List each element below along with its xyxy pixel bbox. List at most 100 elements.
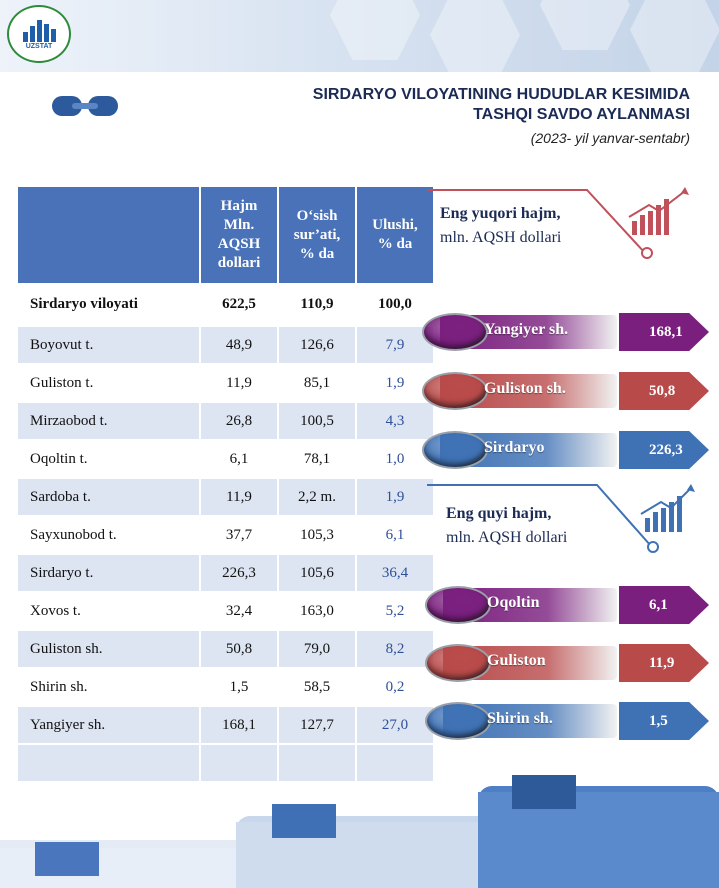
table-row: Guliston sh. 50,8 79,0 8,2 (18, 630, 435, 669)
logo-text: UZSTAT (25, 43, 53, 50)
share-cell: 7,9 (356, 326, 435, 365)
table-empty-row (18, 744, 435, 783)
header-growth: O‘sish sur’ati,% da (278, 187, 357, 283)
table-total-row: Sirdaryo viloyati 622,5 110,9 100,0 (18, 283, 435, 327)
logo-bars-icon (23, 20, 57, 42)
table-row: Guliston t. 11,9 85,1 1,9 (18, 364, 435, 403)
pill-value: 226,3 (619, 431, 709, 469)
table-row: Mirzaobod t. 26,8 100,5 4,3 (18, 402, 435, 441)
pill-oval-icon (422, 372, 488, 410)
table-row: Yangiyer sh. 168,1 127,7 27,0 (18, 706, 435, 745)
lowest-arrow-line-icon (427, 484, 695, 553)
header-region (18, 187, 201, 283)
pill-oval-icon (422, 313, 488, 351)
region-cell: Guliston sh. (18, 630, 201, 669)
volume-cell: 6,1 (200, 440, 279, 479)
lowest-label: Eng quyi hajm, mln. AQSH dollari (446, 505, 568, 546)
share-cell: 5,2 (356, 592, 435, 631)
page-subtitle: (2023- yil yanvar-sentabr) (530, 130, 690, 146)
growth-cell: 79,0 (278, 630, 357, 669)
table-row: Oqoltin t. 6,1 78,1 1,0 (18, 440, 435, 479)
share-cell: 36,4 (356, 554, 435, 593)
table-header-row: Hajm Mln. AQSH dollari O‘sish sur’ati,% da U… (18, 187, 435, 283)
volume-cell: 11,9 (200, 364, 279, 403)
region-cell: Xovos t. (18, 592, 201, 631)
pill-value: 6,1 (619, 586, 709, 624)
pill-value: 168,1 (619, 313, 709, 351)
pill-label: Yangiyer sh. (484, 321, 569, 338)
growth-cell: 110,9 (278, 283, 357, 327)
region-cell: Boyovut t. (18, 326, 201, 365)
volume-cell: 622,5 (200, 283, 279, 327)
highest-pill: Sirdaryo 226,3 (422, 431, 709, 469)
share-cell: 8,2 (356, 630, 435, 669)
pill-oval-icon (422, 431, 488, 469)
growth-cell: 78,1 (278, 440, 357, 479)
region-cell: Mirzaobod t. (18, 402, 201, 441)
growth-cell: 163,0 (278, 592, 357, 631)
pill-label: Oqoltin (487, 594, 540, 611)
trade-table: Hajm Mln. AQSH dollari O‘sish sur’ati,% da U… (18, 187, 435, 783)
table-row: Sardoba t. 11,9 2,2 m. 1,9 (18, 478, 435, 517)
growth-cell: 105,3 (278, 516, 357, 555)
share-cell: 27,0 (356, 706, 435, 745)
header-volume: Hajm Mln. AQSH dollari (200, 187, 279, 283)
header-band (0, 0, 719, 72)
volume-cell: 1,5 (200, 668, 279, 707)
header-share: Ulushi,% da (356, 187, 435, 283)
growth-cell: 85,1 (278, 364, 357, 403)
highest-arrow-line-icon (427, 187, 689, 259)
region-cell: Sardoba t. (18, 478, 201, 517)
highest-label: Eng yuqori hajm, mln. AQSH dollari (440, 205, 562, 246)
volume-cell: 32,4 (200, 592, 279, 631)
region-cell: Sirdaryo viloyati (18, 283, 201, 327)
lowest-pill: Guliston 11,9 (425, 644, 709, 682)
pill-label: Shirin sh. (487, 710, 553, 727)
share-cell: 1,0 (356, 440, 435, 479)
share-cell: 4,3 (356, 402, 435, 441)
share-cell: 6,1 (356, 516, 435, 555)
decorative-hexagon (540, 0, 630, 50)
growth-cell: 2,2 m. (278, 478, 357, 517)
table-row: Sayxunobod t. 37,7 105,3 6,1 (18, 516, 435, 555)
page-title: SIRDARYO VILOYATINING HUDUDLAR KESIMIDA … (312, 86, 690, 123)
pill-value: 50,8 (619, 372, 709, 410)
growth-cell: 127,7 (278, 706, 357, 745)
pill-oval-icon (425, 702, 491, 740)
table-row: Boyovut t. 48,9 126,6 7,9 (18, 326, 435, 365)
pill-label: Sirdaryo (484, 439, 545, 456)
region-cell: Oqoltin t. (18, 440, 201, 479)
pill-label: Guliston (487, 652, 546, 669)
bottom-steps-decoration (0, 775, 719, 888)
share-cell: 1,9 (356, 478, 435, 517)
region-cell: Shirin sh. (18, 668, 201, 707)
share-cell: 100,0 (356, 283, 435, 327)
decorative-hexagon (630, 0, 719, 72)
chain-link-icon (52, 96, 118, 116)
pill-value: 1,5 (619, 702, 709, 740)
share-cell: 1,9 (356, 364, 435, 403)
volume-cell: 37,7 (200, 516, 279, 555)
growth-cell: 126,6 (278, 326, 357, 365)
growth-cell: 105,6 (278, 554, 357, 593)
decorative-hexagon (330, 0, 420, 60)
lowest-pill: Shirin sh. 1,5 (425, 702, 709, 740)
pill-value: 11,9 (619, 644, 709, 682)
region-cell: Sayxunobod t. (18, 516, 201, 555)
uzstat-logo: UZSTAT (7, 5, 71, 63)
table-row: Xovos t. 32,4 163,0 5,2 (18, 592, 435, 631)
pill-label: Guliston sh. (484, 380, 566, 397)
volume-cell: 11,9 (200, 478, 279, 517)
region-cell: Guliston t. (18, 364, 201, 403)
region-cell: Sirdaryo t. (18, 554, 201, 593)
volume-cell: 26,8 (200, 402, 279, 441)
volume-cell: 168,1 (200, 706, 279, 745)
growth-cell: 100,5 (278, 402, 357, 441)
table-row: Shirin sh. 1,5 58,5 0,2 (18, 668, 435, 707)
share-cell: 0,2 (356, 668, 435, 707)
pill-oval-icon (425, 586, 491, 624)
volume-cell: 48,9 (200, 326, 279, 365)
region-cell: Yangiyer sh. (18, 706, 201, 745)
volume-cell: 226,3 (200, 554, 279, 593)
table-row: Sirdaryo t. 226,3 105,6 36,4 (18, 554, 435, 593)
